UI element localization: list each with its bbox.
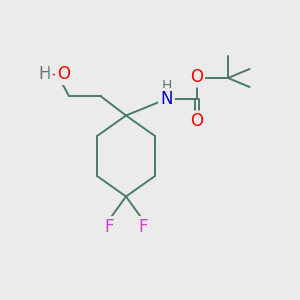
Text: O: O bbox=[190, 112, 203, 130]
Text: -: - bbox=[52, 65, 58, 83]
Text: N: N bbox=[160, 90, 173, 108]
Text: F: F bbox=[104, 218, 114, 236]
Text: H: H bbox=[161, 80, 172, 93]
Text: F: F bbox=[138, 218, 148, 236]
Text: O: O bbox=[57, 65, 70, 83]
Text: O: O bbox=[190, 68, 203, 85]
Text: H: H bbox=[38, 65, 51, 83]
